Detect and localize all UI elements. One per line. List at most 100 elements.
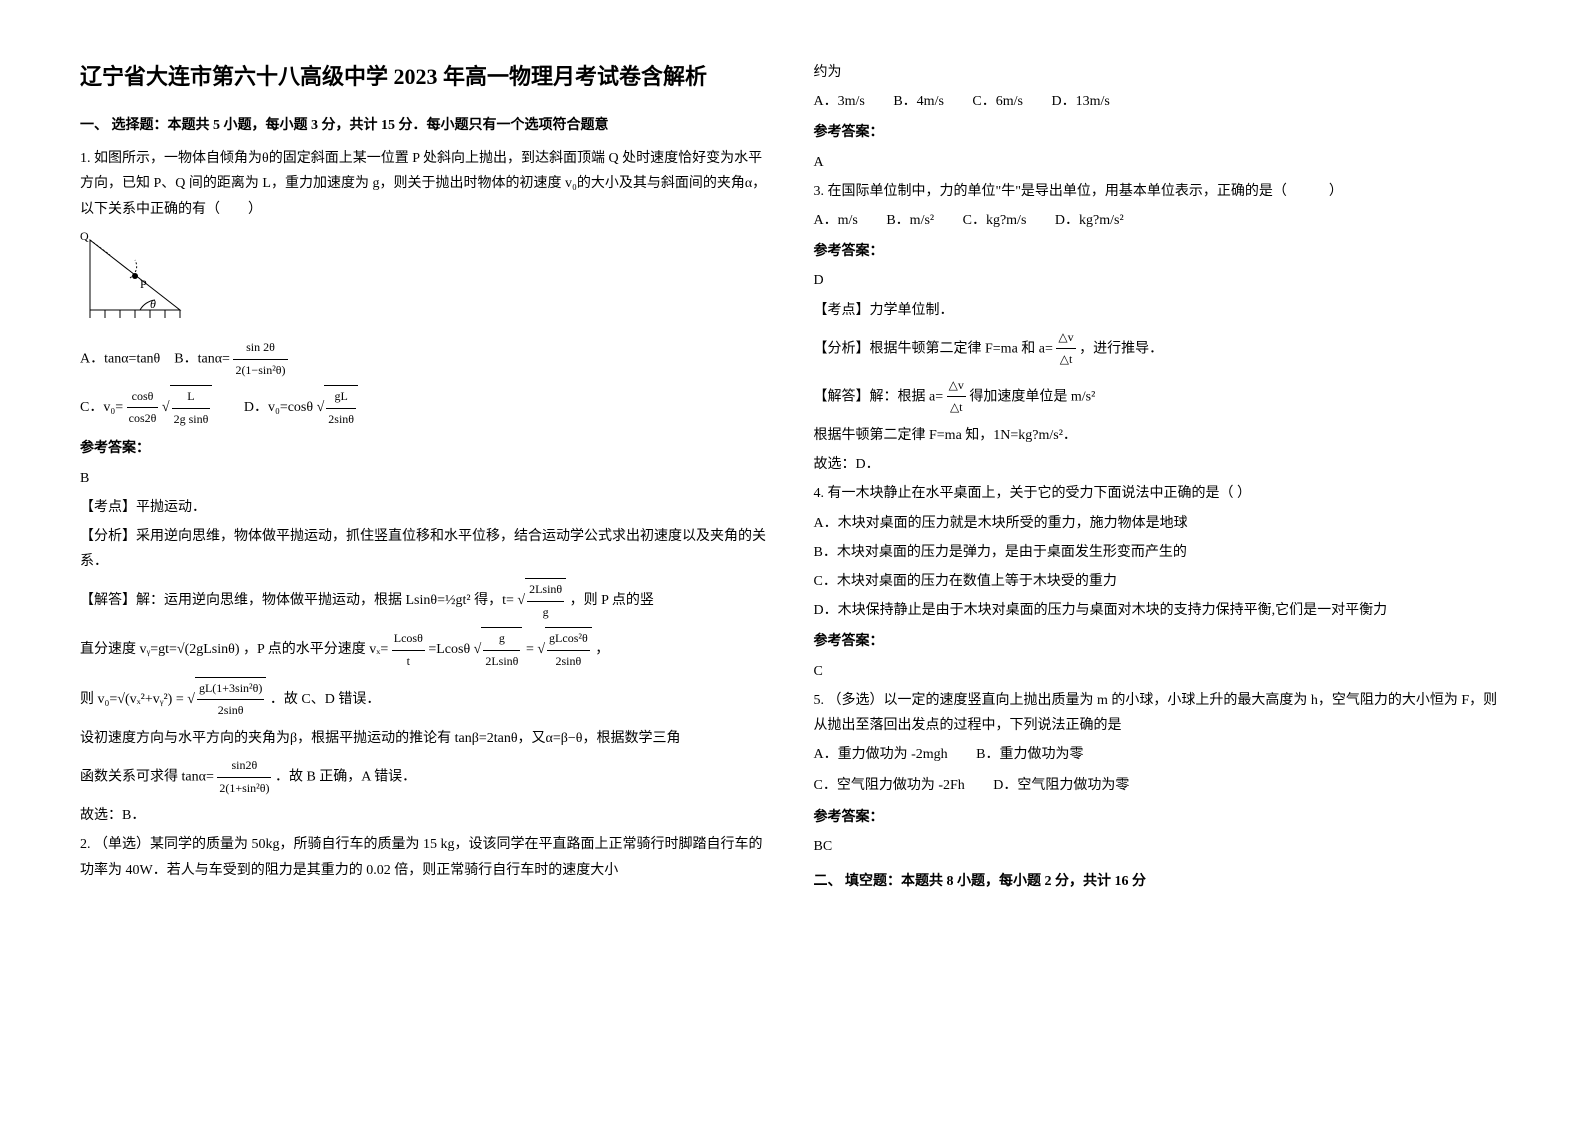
q1-jieda-line2: 直分速度 vᵧ=gt=√(2gLsinθ) ，P 点的水平分速度 vₓ= Lco… bbox=[80, 627, 774, 672]
q1-option-CD: C．v₀= cosθ cos2θ √ L 2g sinθ D．v₀=cosθ √… bbox=[80, 385, 774, 430]
q3-fenxi-den: △t bbox=[1056, 349, 1075, 371]
q1-jieda-tail3: ．故 C、D 错误． bbox=[270, 691, 380, 706]
q3-jieda-num: △v bbox=[947, 375, 966, 398]
q3-fenxi-num: △v bbox=[1056, 327, 1075, 350]
q1-vx-frac-den: t bbox=[392, 651, 425, 673]
q1-jieda-line1: 【解答】解：运用逆向思维，物体做平抛运动，根据 Lsinθ=½gt² 得，t= … bbox=[80, 578, 774, 623]
q5-optA: A．重力做功为 -2mgh bbox=[814, 747, 948, 762]
q1-vx-sqrt1-den: 2Lsinθ bbox=[483, 651, 520, 673]
q3-jieda-line2: 根据牛顿第二定律 F=ma 知，1N=kg?m/s²． bbox=[814, 423, 1508, 448]
q3-options: A．m/s B．m/s² C．kg?m/s D．kg?m/s² bbox=[814, 208, 1508, 233]
q1-v0-sqrt-num: gL(1+3sin²θ) bbox=[197, 678, 264, 701]
q3-answer: D bbox=[814, 268, 1508, 293]
q1-answer: B bbox=[80, 466, 774, 491]
q5-text: 5. （多选）以一定的速度竖直向上抛出质量为 m 的小球，小球上升的最大高度为 … bbox=[814, 688, 1508, 738]
q1-vx-frac-num: Lcosθ bbox=[392, 628, 425, 651]
q2-options: A．3m/s B．4m/s C．6m/s D．13m/s bbox=[814, 89, 1508, 114]
q1-jieda-tail1: ，则 P 点的竖 bbox=[570, 593, 654, 608]
document-title: 辽宁省大连市第六十八高级中学 2023 年高一物理月考试卷含解析 bbox=[80, 60, 774, 93]
q1-jieda-vy: vᵧ=gt=√(2gLsinθ) bbox=[140, 642, 240, 657]
q3-answer-label: 参考答案： bbox=[814, 239, 1508, 264]
diagram-label-theta: θ bbox=[150, 297, 156, 311]
q1-option-AB: A．tanα=tanθ B．tanα= sin 2θ 2(1−sin²θ) bbox=[80, 337, 774, 381]
q2-answer: A bbox=[814, 150, 1508, 175]
q1-jieda-line4: 设初速度方向与水平方向的夹角为β，根据平抛运动的推论有 tanβ=2tanθ，又… bbox=[80, 726, 774, 751]
q5-optB: B．重力做功为零 bbox=[976, 747, 1083, 762]
q1-vx-sqrt2-num: gLcos²θ bbox=[547, 628, 590, 651]
q3-jieda-prefix: 【解答】解：根据 a= bbox=[814, 389, 944, 404]
q3-fenxi-prefix: 【分析】根据牛顿第二定律 F=ma 和 a= bbox=[814, 341, 1053, 356]
q1-vx-sqrt1-num: g bbox=[483, 628, 520, 651]
q1-jieda-v0-eq: = bbox=[176, 691, 184, 706]
q1-fenxi: 【分析】采用逆向思维，物体做平抛运动，抓住竖直位移和水平位移，结合运动学公式求出… bbox=[80, 524, 774, 574]
q2-text: 2. （单选）某同学的质量为 50kg，所骑自行车的质量为 15 kg，设该同学… bbox=[80, 832, 774, 882]
q1-vx-sqrt2-den: 2sinθ bbox=[547, 651, 590, 673]
q5-answer: BC bbox=[814, 834, 1508, 859]
q1-optB-den: 2(1−sin²θ) bbox=[233, 360, 287, 382]
diagram-label-P: P bbox=[140, 277, 147, 291]
q5-options-line1: A．重力做功为 -2mgh B．重力做功为零 bbox=[814, 742, 1508, 767]
q3-jieda-den: △t bbox=[947, 397, 966, 419]
q2-optC: C．6m/s bbox=[972, 94, 1023, 109]
q3-guxuan: 故选：D． bbox=[814, 452, 1508, 477]
q5-optD: D．空气阻力做功为零 bbox=[993, 778, 1129, 793]
q1-jieda-prefix: 【解答】解：运用逆向思维，物体做平抛运动，根据 bbox=[80, 593, 402, 608]
q1-optD-sqrt-num: gL bbox=[326, 386, 356, 409]
q1-tana-den: 2(1+sin²θ) bbox=[217, 778, 271, 800]
q1-diagram: Q P θ bbox=[80, 230, 774, 329]
q1-jieda-f1: Lsinθ=½gt² bbox=[406, 593, 471, 608]
q4-optC: C．木块对桌面的压力在数值上等于木块受的重力 bbox=[814, 569, 1508, 594]
q1-jieda-vx1: vₓ= bbox=[369, 642, 388, 657]
q3-fenxi-line: 【分析】根据牛顿第二定律 F=ma 和 a= △v △t ，进行推导． bbox=[814, 327, 1508, 371]
q2-optB: B．4m/s bbox=[893, 94, 944, 109]
q4-text: 4. 有一木块静止在水平桌面上，关于它的受力下面说法中正确的是（ ） bbox=[814, 481, 1508, 506]
q1-jieda-vx2: =Lcosθ bbox=[428, 642, 470, 657]
q1-jieda-tail2: ， bbox=[595, 642, 609, 657]
q3-optD: D．kg?m/s² bbox=[1055, 213, 1124, 228]
q1-optC-prefix: C．v₀= bbox=[80, 400, 123, 415]
q3-fenxi-tail: ，进行推导． bbox=[1079, 341, 1163, 356]
q1-tana-num: sin2θ bbox=[217, 755, 271, 778]
q1-optB-num: sin 2θ bbox=[233, 337, 287, 360]
q3-optA: A．m/s bbox=[814, 213, 858, 228]
q1-guxuan: 故选：B． bbox=[80, 803, 774, 828]
q5-options-line2: C．空气阻力做功为 -2Fh D．空气阻力做功为零 bbox=[814, 773, 1508, 798]
q2-optD: D．13m/s bbox=[1052, 94, 1110, 109]
q4-answer: C bbox=[814, 659, 1508, 684]
left-column: 辽宁省大连市第六十八高级中学 2023 年高一物理月考试卷含解析 一、 选择题：… bbox=[80, 60, 774, 1062]
section1-header: 一、 选择题：本题共 5 小题，每小题 3 分，共计 15 分．每小题只有一个选… bbox=[80, 113, 774, 138]
right-column: 约为 A．3m/s B．4m/s C．6m/s D．13m/s 参考答案： A … bbox=[814, 60, 1508, 1062]
q1-optD-sqrt-den: 2sinθ bbox=[326, 409, 356, 431]
q1-answer-label: 参考答案： bbox=[80, 436, 774, 461]
q5-answer-label: 参考答案： bbox=[814, 805, 1508, 830]
q1-jieda-line2-mid: ，P 点的水平分速度 bbox=[243, 642, 366, 657]
q1-optAB-prefix: A．tanα=tanθ B．tanα= bbox=[80, 351, 230, 366]
q1-jieda-sqrt1-num: 2Lsinθ bbox=[527, 579, 564, 602]
q3-jieda-tail: 得加速度单位是 m/s² bbox=[969, 389, 1095, 404]
q1-optC-den: cos2θ bbox=[127, 408, 159, 430]
q5-optC: C．空气阻力做功为 -2Fh bbox=[814, 778, 965, 793]
section2-header: 二、 填空题：本题共 8 小题，每小题 2 分，共计 16 分 bbox=[814, 869, 1508, 894]
diagram-label-Q: Q bbox=[80, 230, 89, 243]
q3-jieda-line: 【解答】解：根据 a= △v △t 得加速度单位是 m/s² bbox=[814, 375, 1508, 419]
q2-answer-label: 参考答案： bbox=[814, 120, 1508, 145]
q4-optD: D．木块保持静止是由于木块对桌面的压力与桌面对木块的支持力保持平衡,它们是一对平… bbox=[814, 598, 1508, 623]
q1-jieda-v0: v₀=√(vₓ²+vᵧ²) bbox=[98, 691, 173, 706]
q1-optC-sqrt-den: 2g sinθ bbox=[172, 409, 211, 431]
q1-jieda-tail5: ．故 B 正确，A 错误． bbox=[275, 769, 416, 784]
q1-v0-sqrt-den: 2sinθ bbox=[197, 700, 264, 722]
q1-optC-sqrt-num: L bbox=[172, 386, 211, 409]
q1-jieda-line3: 则 v₀=√(vₓ²+vᵧ²) = √ gL(1+3sin²θ) 2sinθ ．… bbox=[80, 677, 774, 722]
q3-kaodian: 【考点】力学单位制． bbox=[814, 298, 1508, 323]
q1-jieda-vx3: = bbox=[526, 642, 534, 657]
q1-jieda-line5: 函数关系可求得 tanα= sin2θ 2(1+sin²θ) ．故 B 正确，A… bbox=[80, 755, 774, 799]
q4-answer-label: 参考答案： bbox=[814, 629, 1508, 654]
q2-cont: 约为 bbox=[814, 60, 1508, 85]
q4-optB: B．木块对桌面的压力是弹力，是由于桌面发生形变而产生的 bbox=[814, 540, 1508, 565]
q2-optA: A．3m/s bbox=[814, 94, 865, 109]
q1-jieda-mid1: 得，t= bbox=[474, 593, 514, 608]
q3-optC: C．kg?m/s bbox=[963, 213, 1027, 228]
q1-jieda-sqrt1-den: g bbox=[527, 602, 564, 624]
q4-optA: A．木块对桌面的压力就是木块所受的重力，施力物体是地球 bbox=[814, 511, 1508, 536]
q1-optD-prefix: D．v₀=cosθ bbox=[216, 400, 313, 415]
